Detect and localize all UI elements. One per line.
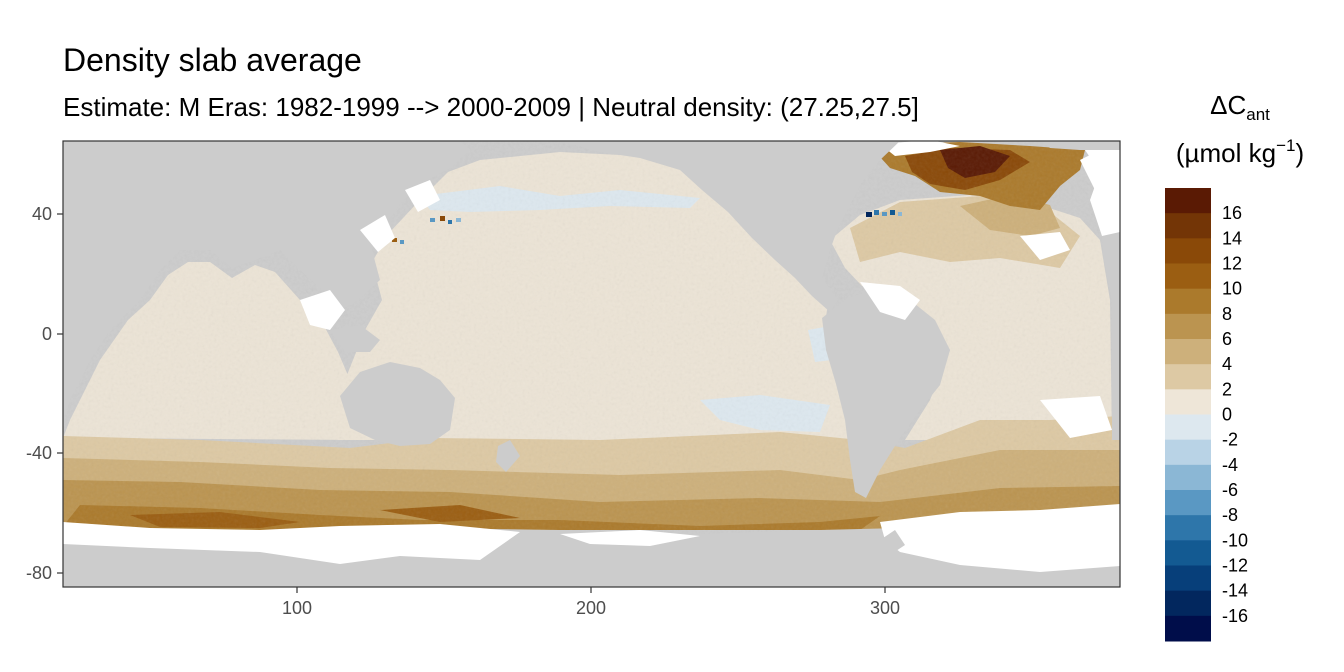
legend-label: 8 bbox=[1222, 304, 1232, 324]
legend-label: 14 bbox=[1222, 228, 1242, 248]
legend-label: 0 bbox=[1222, 405, 1232, 425]
legend-bin bbox=[1165, 615, 1211, 642]
y-axis: 40 0 -40 -80 bbox=[26, 204, 63, 583]
legend-bin bbox=[1165, 389, 1211, 415]
legend-unit-suffix: ) bbox=[1295, 138, 1304, 168]
legend-bin bbox=[1165, 288, 1211, 315]
legend-label: 2 bbox=[1222, 379, 1232, 399]
legend-bin bbox=[1165, 313, 1211, 340]
legend-bin bbox=[1165, 414, 1211, 441]
islands-indonesia bbox=[330, 325, 380, 352]
arctic-no-data-east bbox=[1085, 150, 1120, 240]
greenland bbox=[1040, 141, 1120, 150]
legend-label: 4 bbox=[1222, 354, 1232, 374]
legend-labels: 16 14 12 10 8 6 4 2 0 -2 -4 -6 -8 -10 -12 -14 -16 bbox=[1222, 203, 1248, 626]
antarctic-no-data-mid bbox=[560, 530, 700, 546]
chart-subtitle: Estimate: M Eras: 1982-1999 --> 2000-200… bbox=[63, 92, 919, 122]
antarctic-no-data-west bbox=[63, 522, 520, 564]
legend-bin bbox=[1165, 339, 1211, 365]
antarctic-no-data-east bbox=[880, 504, 1120, 572]
arctic-no-data-north bbox=[880, 141, 960, 156]
continent-australia bbox=[340, 362, 455, 446]
x-axis: 100 200 300 bbox=[282, 587, 900, 618]
legend-title: ΔCant bbox=[1210, 90, 1270, 124]
legend-bin bbox=[1165, 238, 1211, 264]
coastal-no-data bbox=[300, 150, 1112, 438]
map-panel bbox=[63, 141, 1120, 587]
antarctic-peninsula bbox=[880, 530, 905, 555]
continent-africa-east bbox=[1102, 232, 1120, 440]
continent-north-america bbox=[560, 141, 900, 312]
legend-bin bbox=[1165, 464, 1211, 491]
legend-title-sub: ant bbox=[1246, 105, 1270, 124]
legend-color-bins bbox=[1165, 188, 1211, 642]
legend-label: 12 bbox=[1222, 254, 1242, 274]
legend-bin bbox=[1165, 188, 1211, 214]
legend-bin bbox=[1165, 515, 1211, 541]
legend-label: -2 bbox=[1222, 430, 1238, 450]
legend-bin bbox=[1165, 439, 1211, 466]
legend-label: -16 bbox=[1222, 606, 1248, 626]
y-tick-label: 40 bbox=[32, 204, 52, 224]
legend-bin bbox=[1165, 540, 1211, 566]
legend-unit-prefix: (µmol kg bbox=[1176, 138, 1276, 168]
legend-bin bbox=[1165, 565, 1211, 592]
legend-label: -6 bbox=[1222, 480, 1238, 500]
legend-bin bbox=[1165, 213, 1211, 239]
legend-label: -14 bbox=[1222, 581, 1248, 601]
legend-bin bbox=[1165, 364, 1211, 390]
legend-bin bbox=[1165, 490, 1211, 516]
eddy-pixels bbox=[392, 210, 902, 244]
legend-label: 6 bbox=[1222, 329, 1232, 349]
legend-label: -12 bbox=[1222, 556, 1248, 576]
chart-title: Density slab average bbox=[63, 42, 362, 78]
x-tick-label: 200 bbox=[576, 598, 606, 618]
y-tick-label: 0 bbox=[42, 324, 52, 344]
y-tick-label: -40 bbox=[26, 443, 52, 463]
y-tick-label: -80 bbox=[26, 563, 52, 583]
x-tick-label: 300 bbox=[870, 598, 900, 618]
legend-label: 16 bbox=[1222, 203, 1242, 223]
legend: ΔCant (µmol kg−1) 16 14 12 10 8 6 4 2 0 -2 -4 -6 -8 -… bbox=[1165, 90, 1304, 642]
continents bbox=[63, 141, 1120, 555]
x-tick-label: 100 bbox=[282, 598, 312, 618]
legend-label: 10 bbox=[1222, 279, 1242, 299]
continent-south-america bbox=[822, 288, 950, 498]
legend-unit-exp: −1 bbox=[1276, 136, 1295, 155]
legend-label: -8 bbox=[1222, 505, 1238, 525]
continent-asia bbox=[63, 141, 470, 420]
new-zealand bbox=[496, 440, 520, 472]
legend-title-main: ΔC bbox=[1210, 90, 1246, 120]
legend-label: -10 bbox=[1222, 530, 1248, 550]
legend-bin bbox=[1165, 263, 1211, 290]
legend-label: -4 bbox=[1222, 455, 1238, 475]
legend-bin bbox=[1165, 590, 1211, 617]
legend-unit: (µmol kg−1) bbox=[1176, 136, 1304, 168]
